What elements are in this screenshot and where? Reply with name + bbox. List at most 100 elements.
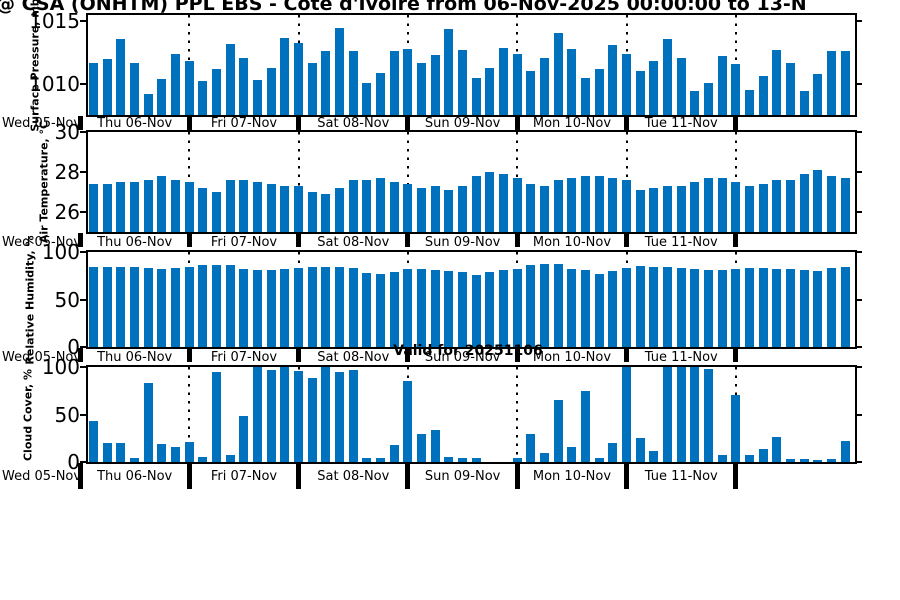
data-bar	[485, 271, 495, 347]
midnight-gridline	[188, 367, 191, 462]
data-bar	[417, 188, 427, 232]
data-bar	[567, 446, 577, 462]
data-bar	[239, 57, 249, 115]
data-bar	[348, 268, 358, 347]
data-bar	[430, 55, 440, 115]
y-tick-label: 0	[67, 335, 80, 359]
data-bar	[89, 184, 99, 232]
data-bar	[608, 443, 618, 462]
data-bar	[321, 267, 331, 347]
data-bar	[444, 28, 454, 115]
data-bar	[690, 367, 700, 462]
data-bar	[663, 267, 673, 347]
y-tick-left	[80, 131, 87, 133]
data-bar	[813, 460, 823, 462]
data-bar	[704, 178, 714, 232]
day-boundary-tick	[624, 463, 630, 489]
data-bar	[116, 443, 126, 462]
y-tick-label: 50	[54, 287, 80, 312]
data-bar	[512, 269, 522, 347]
plot-area	[86, 250, 857, 349]
y-tick-left	[80, 82, 87, 85]
day-boundary-tick	[296, 348, 302, 362]
data-bar	[130, 182, 140, 232]
data-bar	[758, 184, 768, 232]
day-boundary-tick	[405, 348, 411, 362]
data-bar	[225, 43, 235, 115]
data-bar	[608, 271, 618, 347]
data-bar	[799, 459, 809, 462]
data-bar	[171, 53, 181, 115]
data-bar	[676, 367, 686, 462]
data-bar	[622, 180, 632, 232]
data-bar	[813, 73, 823, 115]
day-boundary-tick	[296, 463, 302, 489]
y-tick-left	[80, 346, 87, 348]
data-bar	[676, 186, 686, 232]
y-tick-right	[855, 131, 862, 133]
x-left-date-label: Wed 05-Nov	[2, 349, 82, 365]
data-bar	[143, 383, 153, 462]
y-tick-label: 26	[54, 200, 80, 224]
data-bar	[348, 180, 358, 232]
day-boundary-tick	[77, 116, 83, 130]
data-bar	[458, 186, 468, 232]
day-label: Thu 06-Nov	[97, 116, 173, 131]
data-bar	[307, 62, 317, 115]
data-bar	[512, 53, 522, 115]
data-bar	[266, 270, 276, 347]
data-bar	[389, 444, 399, 462]
data-bar	[280, 37, 290, 115]
data-bar	[116, 38, 126, 115]
day-label: Tue 11-Nov	[644, 349, 718, 365]
data-bar	[512, 458, 522, 462]
data-bar	[198, 81, 208, 115]
data-bar	[253, 367, 263, 462]
data-bar	[676, 268, 686, 347]
data-bar	[827, 268, 837, 347]
data-bar	[772, 437, 782, 462]
day-label: Thu 06-Nov	[97, 468, 173, 484]
day-boundary-tick	[514, 116, 520, 130]
data-bar	[663, 186, 673, 232]
data-bar	[253, 80, 263, 115]
day-boundary-tick	[514, 463, 520, 489]
day-boundary-tick	[733, 116, 739, 130]
data-bar	[321, 194, 331, 232]
day-label: Sun 09-Nov	[424, 234, 501, 250]
day-boundary-tick	[186, 463, 192, 489]
data-bar	[526, 71, 536, 115]
data-bar	[294, 268, 304, 347]
data-bar	[772, 269, 782, 347]
data-bar	[799, 270, 809, 347]
data-bar	[171, 180, 181, 232]
data-bar	[799, 174, 809, 232]
data-bar	[622, 367, 632, 462]
data-bar	[225, 180, 235, 232]
data-bar	[389, 182, 399, 232]
data-bar	[608, 178, 618, 232]
data-bar	[403, 381, 413, 462]
y-tick-label: 30	[54, 120, 80, 144]
data-bar	[635, 190, 645, 232]
y-tick-right	[855, 298, 862, 301]
day-label: Mon 10-Nov	[532, 468, 612, 484]
data-bar	[184, 267, 194, 347]
y-tick-right	[855, 20, 862, 23]
data-bar	[471, 274, 481, 347]
y-tick-left	[80, 298, 87, 301]
midnight-gridline	[516, 367, 519, 462]
data-bar	[430, 186, 440, 232]
y-tick-label: 100	[41, 240, 80, 264]
data-bar	[786, 180, 796, 232]
data-bar	[813, 170, 823, 232]
data-bar	[540, 186, 550, 232]
data-bar	[540, 453, 550, 462]
y-tick-left	[80, 461, 87, 463]
day-boundary-tick	[624, 348, 630, 362]
data-bar	[253, 270, 263, 347]
data-bar	[799, 91, 809, 115]
data-bar	[567, 178, 577, 232]
data-bar	[102, 184, 112, 232]
y-tick-label: 100	[41, 355, 80, 379]
